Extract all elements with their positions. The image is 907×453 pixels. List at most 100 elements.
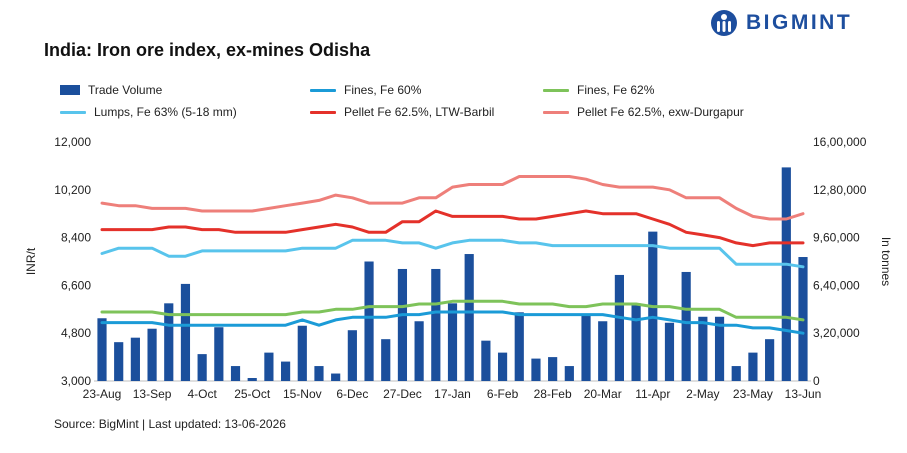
legend-item-trade-volume: Trade Volume: [60, 83, 162, 97]
volume-bar: [364, 261, 374, 381]
x-tick-label: 23-Aug: [83, 387, 122, 401]
volume-bar: [581, 315, 591, 381]
y-tick-label: 4,800: [61, 326, 91, 340]
legend-item-lumps-63: Lumps, Fe 63% (5-18 mm): [60, 105, 237, 119]
y2-tick-label: 3,20,000: [813, 326, 860, 340]
legend-swatch: [310, 110, 336, 114]
volume-bar: [264, 352, 274, 381]
x-tick-label: 6-Feb: [487, 387, 519, 401]
volume-bar: [314, 366, 324, 381]
volume-bar: [180, 283, 191, 381]
legend-label: Trade Volume: [88, 83, 163, 97]
x-tick-label: 4-Oct: [187, 387, 217, 401]
legend-item-fines-60: Fines, Fe 60%: [310, 83, 421, 97]
volume-bar: [164, 303, 174, 381]
y2-tick-label: 12,80,000: [813, 183, 867, 197]
y-tick-label: 12,000: [54, 135, 91, 149]
price-line: [100, 238, 805, 269]
price-line: [100, 310, 805, 335]
volume-bar: [531, 358, 541, 381]
chart-title: India: Iron ore index, ex-mines Odisha: [44, 40, 371, 60]
legend-label: Pellet Fe 62.5%, exw-Durgapur: [577, 105, 744, 119]
legend-label: Fines, Fe 62%: [577, 83, 655, 97]
legend-item-pellet-barbil: Pellet Fe 62.5%, LTW-Barbil: [310, 105, 494, 119]
legend-label: Lumps, Fe 63% (5-18 mm): [94, 105, 237, 119]
y2-tick-label: 6,40,000: [813, 278, 860, 292]
volume-bar: [347, 330, 357, 381]
volume-bar: [214, 327, 224, 381]
y2-axis-title: In tonnes: [879, 237, 893, 286]
volume-bar: [681, 271, 691, 381]
volume-bar: [714, 316, 725, 381]
volume-bar: [297, 325, 307, 381]
x-tick-label: 13-Sep: [133, 387, 172, 401]
x-tick-label: 20-Mar: [584, 387, 622, 401]
volume-bar: [731, 366, 741, 381]
legend-item-pellet-durgapur: Pellet Fe 62.5%, exw-Durgapur: [543, 105, 744, 119]
x-tick-label: 15-Nov: [283, 387, 322, 401]
source-note: Source: BigMint | Last updated: 13-06-20…: [54, 417, 286, 431]
volume-bar: [698, 316, 708, 381]
x-tick-label: 23-May: [733, 387, 773, 401]
x-tick-label: 6-Dec: [336, 387, 368, 401]
volume-bar: [514, 312, 524, 381]
volume-bar: [748, 352, 758, 381]
volume-bar: [281, 361, 291, 381]
volume-bar: [464, 254, 474, 381]
volume-bar: [97, 318, 107, 381]
price-line: [100, 299, 805, 322]
volume-bar: [230, 366, 241, 381]
legend-label: Pellet Fe 62.5%, LTW-Barbil: [344, 105, 495, 119]
volume-bar: [414, 321, 424, 381]
volume-bar: [381, 339, 391, 381]
bigmint-logo: BIGMINT: [710, 8, 880, 38]
logo-wordmark: BIGMINT: [746, 11, 853, 34]
legend-swatch: [543, 88, 569, 92]
volume-bar: [598, 321, 608, 381]
volume-bar: [548, 357, 558, 381]
volume-bar: [197, 354, 207, 381]
legend-swatch: [310, 88, 336, 92]
price-line: [100, 209, 805, 248]
x-tick-label: 2-May: [686, 387, 719, 401]
volume-bar: [631, 303, 641, 381]
volume-bar: [664, 322, 675, 381]
legend-item-fines-62: Fines, Fe 62%: [543, 83, 654, 97]
volume-bar: [614, 274, 624, 381]
bigmint-logo-icon: [711, 10, 737, 36]
volume-bar: [397, 268, 408, 381]
y-tick-label: 10,200: [54, 183, 91, 197]
x-tick-label: 17-Jan: [434, 387, 471, 401]
x-tick-label: 25-Oct: [234, 387, 271, 401]
volume-bar: [130, 337, 140, 381]
chart-legend: Trade Volume Fines, Fe 60% Fines, Fe 62%…: [0, 78, 907, 124]
x-tick-label: 13-Jun: [785, 387, 822, 401]
y-tick-label: 3,000: [61, 374, 91, 388]
volume-bar: [781, 167, 791, 381]
price-line: [100, 175, 805, 221]
y-tick-label: 8,400: [61, 231, 91, 245]
legend-swatch: [543, 110, 569, 114]
volume-bar: [431, 268, 441, 381]
legend-swatch: [60, 110, 86, 114]
volume-bar: [114, 342, 124, 381]
y2-tick-label: 16,00,000: [813, 135, 867, 149]
volume-bar: [564, 366, 574, 381]
y-tick-label: 6,600: [61, 278, 91, 292]
x-tick-label: 28-Feb: [534, 387, 572, 401]
y-axis-title: INR/t: [24, 247, 38, 275]
volume-bar: [447, 303, 458, 381]
volume-bar: [147, 328, 157, 381]
volume-bar: [247, 378, 257, 381]
volume-bar: [481, 340, 491, 381]
volume-bar: [331, 373, 341, 381]
y2-tick-label: 9,60,000: [813, 231, 860, 245]
legend-swatch: [60, 85, 80, 95]
volume-bar: [765, 339, 775, 381]
x-tick-label: 27-Dec: [383, 387, 422, 401]
legend-label: Fines, Fe 60%: [344, 83, 422, 97]
x-tick-label: 11-Apr: [635, 387, 670, 401]
volume-bar: [497, 352, 508, 381]
y2-tick-label: 0: [813, 374, 820, 388]
